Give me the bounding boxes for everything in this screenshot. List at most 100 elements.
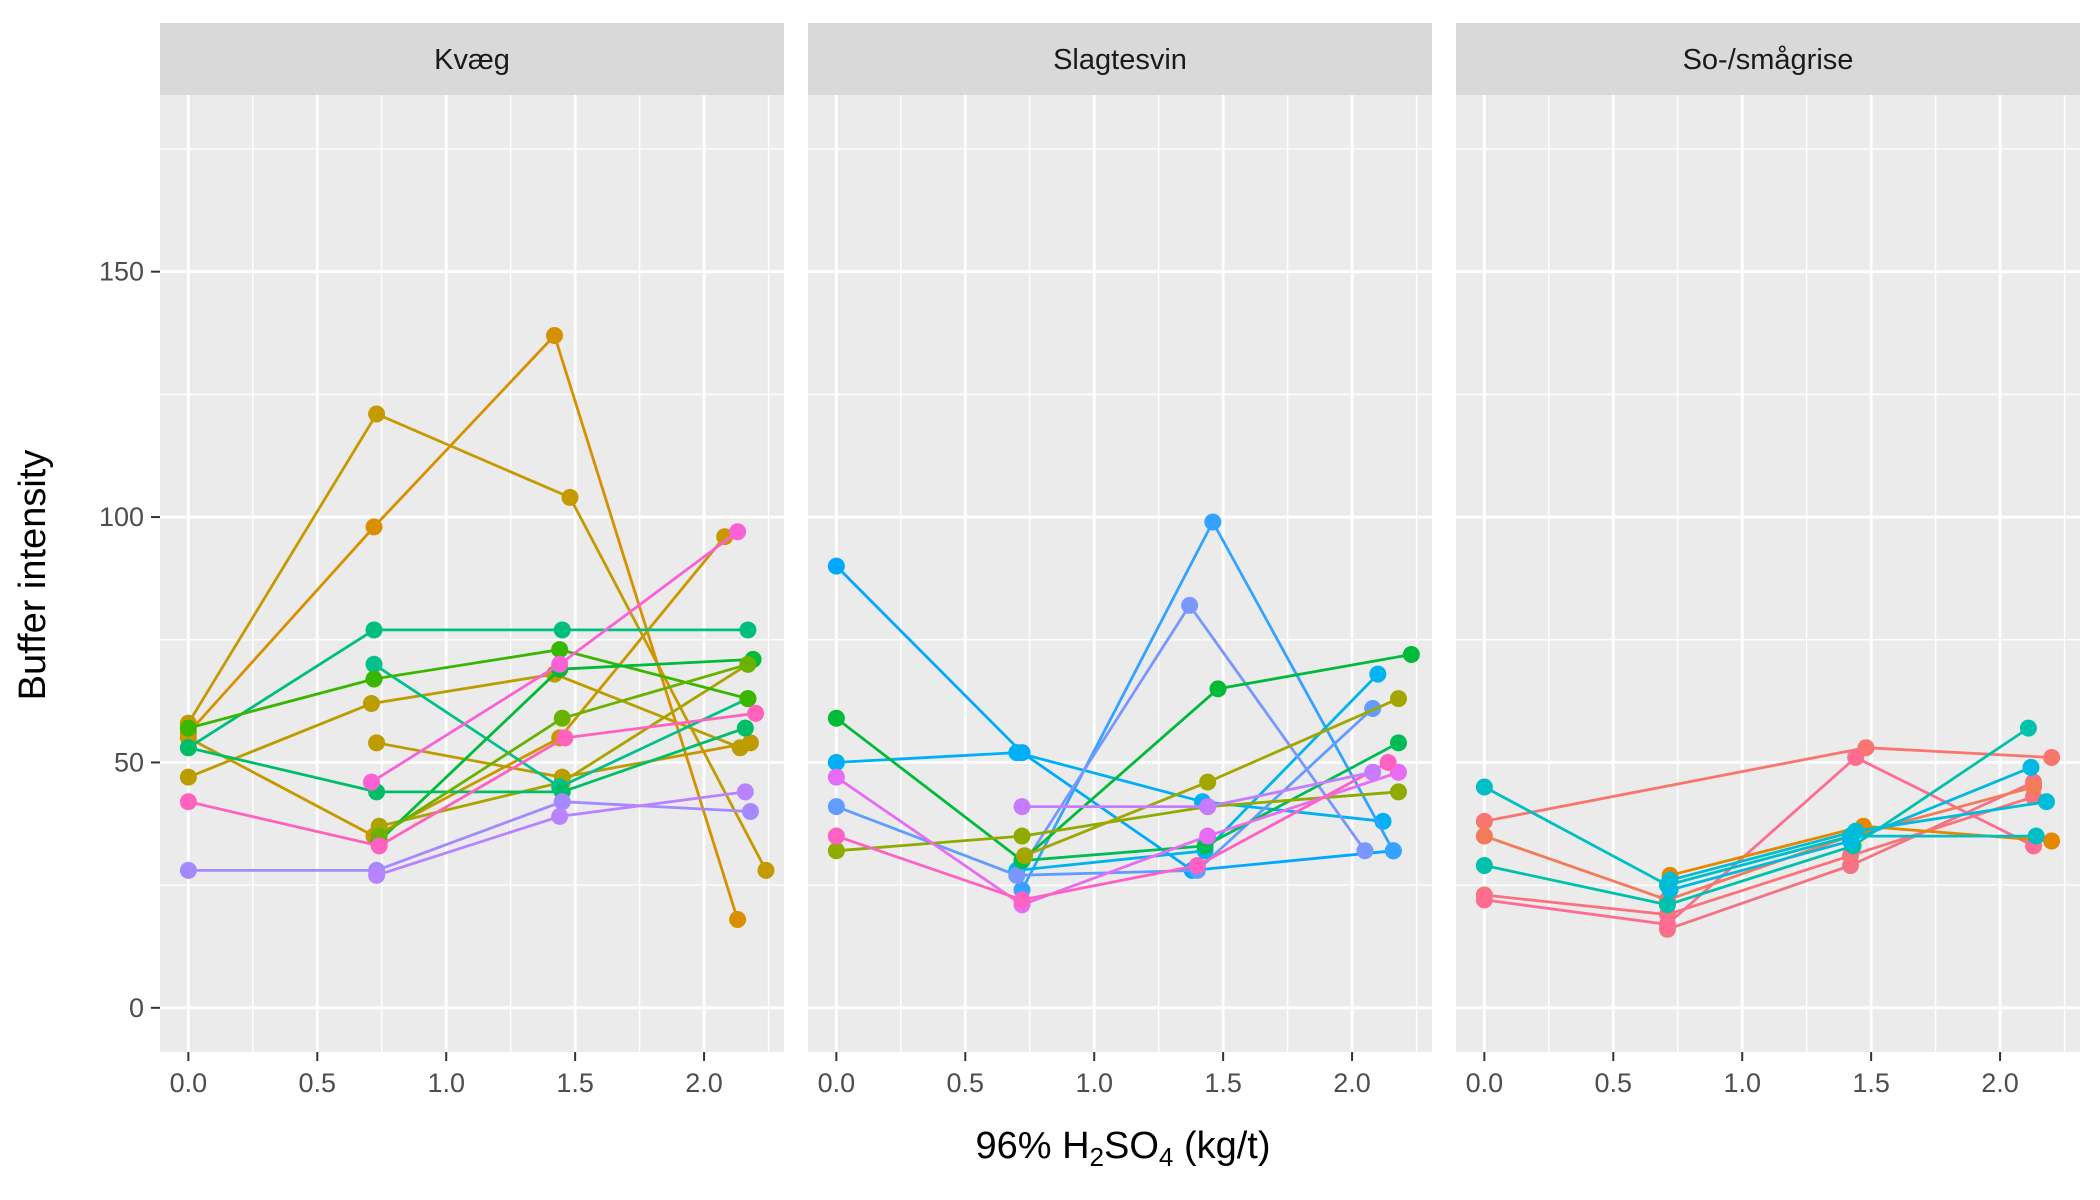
data-point [1008, 744, 1026, 762]
data-point [365, 670, 383, 688]
series-10 [1661, 793, 2055, 889]
series-10 [179, 641, 757, 737]
data-point [1847, 822, 1865, 840]
data-point [827, 827, 845, 845]
panels-layer: Kvæg 0.0 0.5 1.0 1.5 2.0 Slagtesvin 0.0 0.5 1.0 1.… [160, 23, 2080, 1098]
x-axis-title: 96% H2SO4 (kg/t) [975, 1125, 1270, 1172]
data-point [1369, 665, 1387, 683]
series-13 [1013, 763, 1382, 816]
x-tick-label: 0.0 [170, 1068, 208, 1098]
data-point [362, 695, 380, 713]
series-line [836, 751, 1384, 823]
x-tick-label: 2.0 [685, 1068, 723, 1098]
x-tick-label: 1.5 [1204, 1068, 1242, 1098]
x-tick-label: 1.5 [556, 1068, 594, 1098]
data-point [551, 641, 569, 659]
x-axis-title-mid: SO [1104, 1125, 1159, 1167]
data-point [729, 910, 747, 928]
data-point [179, 768, 197, 786]
data-point [365, 655, 383, 673]
data-point [1188, 857, 1206, 875]
panel-strip [1456, 23, 2080, 95]
data-point [1013, 798, 1031, 816]
panel-strip [160, 23, 784, 95]
data-point [741, 803, 759, 821]
data-point [729, 523, 747, 541]
series-1 [179, 405, 775, 879]
series-line [187, 535, 726, 838]
data-point [546, 326, 564, 344]
data-point [368, 734, 386, 752]
data-point [553, 793, 571, 811]
panel-title: So-/smågrise [1683, 44, 1854, 76]
data-point [1475, 778, 1493, 796]
series-10 [1016, 690, 1407, 865]
data-point [1475, 857, 1493, 875]
series-12 [827, 753, 1397, 909]
data-point [2022, 758, 2040, 776]
data-point [368, 866, 386, 884]
series-line [836, 790, 1399, 853]
data-point [1008, 866, 1026, 884]
data-point [1475, 827, 1493, 845]
data-point [365, 621, 383, 639]
panel-title: Slagtesvin [1053, 44, 1187, 76]
data-point [179, 793, 197, 811]
panel-3: So-/smågrise 0.0 0.5 1.0 1.5 2.0 [1456, 23, 2080, 1098]
panel-1: Kvæg 0.0 0.5 1.0 1.5 2.0 [160, 23, 784, 1098]
x-tick-label: 1.5 [1852, 1068, 1890, 1098]
panel-2: Slagtesvin 0.0 0.5 1.0 1.5 2.0 [808, 23, 1432, 1098]
data-point [1389, 783, 1407, 801]
series-line [835, 770, 1399, 907]
data-point [741, 734, 759, 752]
data-point [1199, 827, 1217, 845]
data-point [736, 719, 754, 737]
data-point [827, 842, 845, 860]
data-point [1013, 891, 1031, 909]
x-axis-title-prefix: 96% H [975, 1125, 1089, 1167]
series-line [1484, 726, 2030, 907]
data-point [368, 405, 386, 423]
x-axis-title-sub2: 4 [1159, 1142, 1173, 1172]
x-tick-label: 0.0 [1466, 1068, 1504, 1098]
series-line [835, 653, 1412, 862]
series-2 [179, 326, 747, 928]
data-point [736, 783, 754, 801]
data-point [739, 655, 757, 673]
series-13 [179, 704, 765, 855]
data-point [2019, 719, 2037, 737]
data-point [1475, 891, 1493, 909]
x-tick-label: 1.0 [427, 1068, 465, 1098]
series-14 [362, 523, 747, 791]
data-point [2025, 778, 2043, 796]
data-point [827, 557, 845, 575]
data-point [1199, 798, 1217, 816]
data-point [757, 861, 775, 879]
data-point [1384, 842, 1402, 860]
data-point [827, 753, 845, 771]
data-point [1016, 847, 1034, 865]
series-line [188, 648, 749, 730]
panel-background [1456, 95, 2080, 1052]
y-tick-label: 100 [99, 502, 144, 532]
y-tick-label: 50 [114, 747, 144, 777]
data-point [370, 837, 388, 855]
series-line [187, 334, 739, 920]
data-point [362, 773, 380, 791]
data-point [1204, 513, 1222, 531]
data-point [1181, 596, 1199, 614]
series-line [187, 412, 768, 872]
data-point [827, 798, 845, 816]
data-point [1364, 763, 1382, 781]
data-point [551, 655, 569, 673]
data-point [1013, 827, 1031, 845]
series-line [188, 712, 756, 848]
data-point [1475, 812, 1493, 830]
data-point [2043, 749, 2061, 767]
data-point [1658, 915, 1676, 933]
data-point [1389, 690, 1407, 708]
series-15 [179, 793, 759, 879]
data-point [827, 709, 845, 727]
y-tick-label: 150 [99, 257, 144, 287]
data-point [747, 704, 765, 722]
